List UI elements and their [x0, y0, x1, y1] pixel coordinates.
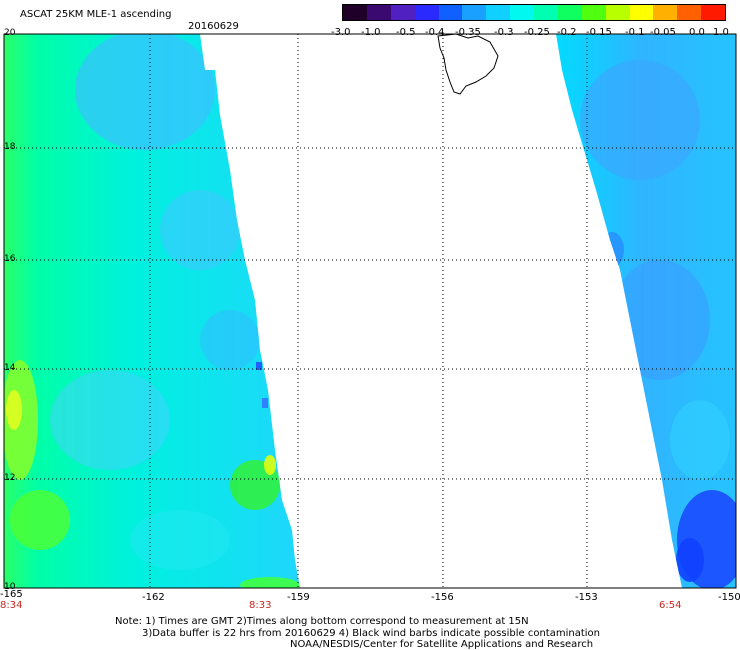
lat-label: 18 [4, 142, 16, 152]
colorbar-label: -0.5 [396, 27, 416, 38]
colorbar-label: -0.05 [650, 27, 676, 38]
colorbar-swatch [581, 5, 606, 20]
lon-label: -162 [142, 592, 165, 603]
colorbar-swatch [390, 5, 415, 20]
lat-label: 10 [4, 582, 16, 592]
lon-label: -150 [718, 592, 740, 603]
colorbar-label: -0.3 [494, 27, 514, 38]
colorbar-label: -0.15 [586, 27, 612, 38]
colorbar-label: -0.25 [524, 27, 550, 38]
time-label: 6:54 [659, 600, 682, 611]
lat-label: 16 [4, 254, 16, 264]
colorbar-label: -0.2 [557, 27, 577, 38]
hawaii-island-outline [437, 33, 499, 95]
footer-credit: NOAA/NESDIS/Center for Satellite Applica… [290, 639, 594, 650]
colorbar-label: -3.0 [331, 27, 351, 38]
lon-label: -153 [575, 592, 598, 603]
colorbar-label: -1.0 [361, 27, 381, 38]
colorbar-label: -0.4 [425, 27, 445, 38]
colorbar [342, 4, 726, 21]
lat-label: 12 [4, 473, 16, 483]
graticule [4, 34, 736, 588]
colorbar-swatch [534, 5, 558, 20]
footer-note-1: Note: 1) Times are GMT 2)Times along bot… [115, 616, 529, 627]
colorbar-swatch [510, 5, 534, 20]
colorbar-label: 0.0 [689, 27, 705, 38]
plot-title: ASCAT 25KM MLE-1 ascending [20, 9, 172, 20]
footer-note-2: 3)Data buffer is 22 hrs from 20160629 4)… [142, 628, 600, 639]
colorbar-swatch [653, 5, 678, 20]
colorbar-label: 1.0 [713, 27, 729, 38]
colorbar-label: -0.1 [625, 27, 645, 38]
colorbar-swatch [677, 5, 702, 20]
lat-label: 14 [4, 363, 16, 373]
right-swath [556, 34, 736, 588]
plot-frame [3, 33, 737, 589]
lon-label: -156 [431, 592, 454, 603]
lat-label: 20 [4, 28, 16, 38]
left-swath [4, 34, 300, 588]
colorbar-swatch [557, 5, 582, 20]
colorbar-swatch [629, 5, 654, 20]
colorbar-swatch [438, 5, 463, 20]
colorbar-swatch [462, 5, 487, 20]
time-label: 8:33 [249, 600, 272, 611]
colorbar-swatch [414, 5, 439, 20]
colorbar-swatch [701, 5, 725, 20]
colorbar-swatch [366, 5, 391, 20]
time-label: 8:34 [0, 600, 23, 611]
colorbar-swatch [486, 5, 511, 20]
colorbar-label: -0.35 [455, 27, 481, 38]
lon-label: -159 [287, 592, 310, 603]
plot-date: 20160629 [188, 21, 239, 32]
colorbar-swatch [343, 5, 367, 20]
lon-label: -165 [0, 589, 23, 600]
colorbar-swatch [605, 5, 630, 20]
